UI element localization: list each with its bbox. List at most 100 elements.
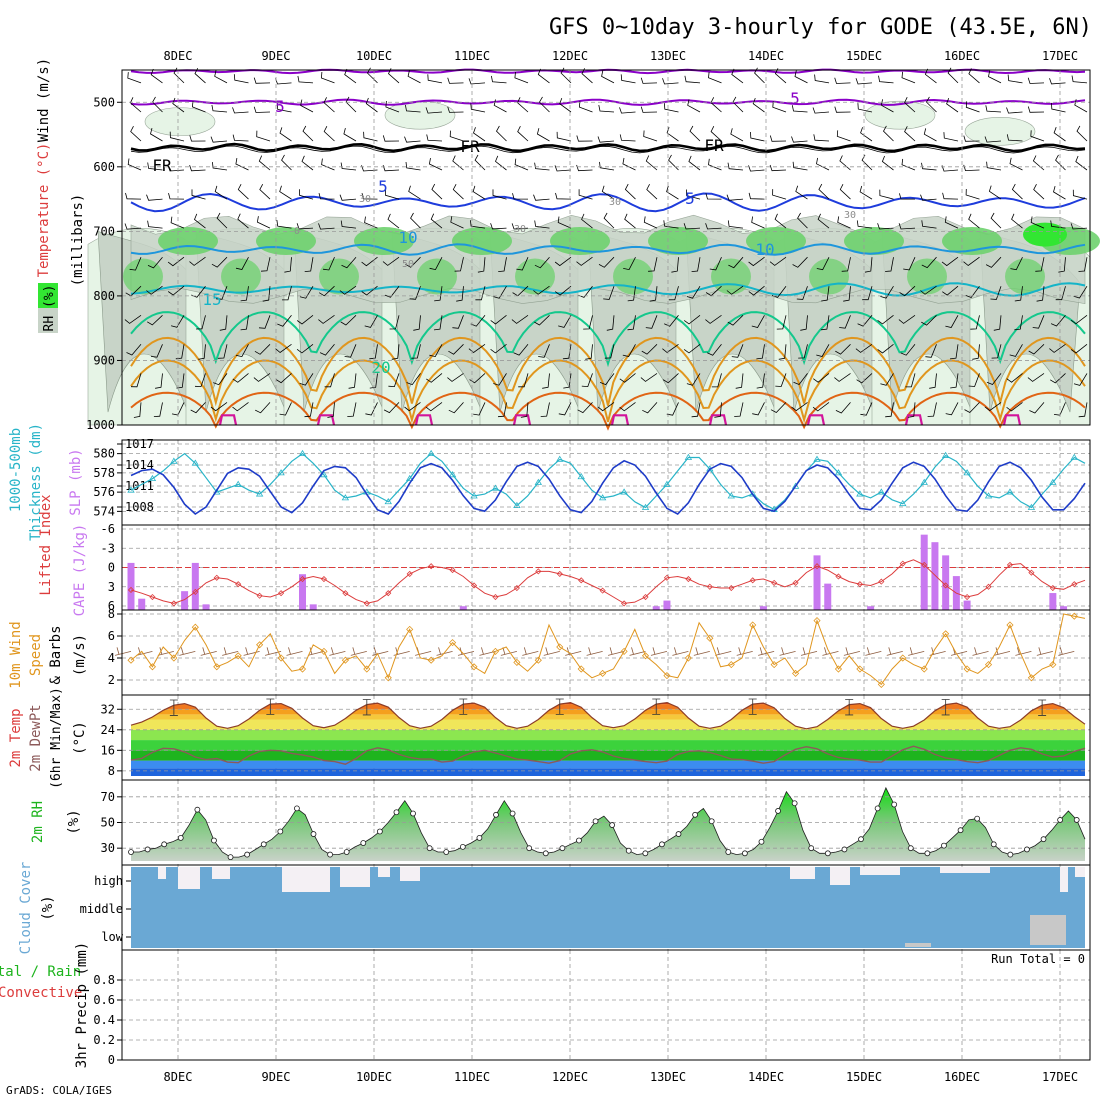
wind-barb (705, 223, 722, 230)
wind-barb (410, 212, 421, 229)
wind-speed-line-point (599, 669, 607, 677)
wind-barb (554, 165, 572, 172)
wind-speed-line-point (899, 654, 907, 662)
wind-barb (364, 216, 378, 229)
date-label-top: 11DEC (454, 49, 490, 63)
cloud-gap (830, 867, 850, 885)
axis-label-barbs: & Barbs (48, 625, 64, 684)
wind-barb (492, 189, 507, 200)
rh-line-point (642, 850, 649, 857)
li-point (470, 582, 478, 589)
wind-barb (232, 373, 249, 383)
wind-barb (921, 256, 937, 269)
wind-barb (856, 373, 873, 384)
surface-wind-barb (607, 647, 625, 656)
thickness-line-point (620, 488, 628, 495)
wind-barb (155, 373, 163, 389)
isotherm-label: 10 (398, 228, 417, 247)
wind-barb (860, 402, 873, 416)
temp-minmax-bar (459, 698, 468, 715)
rh-upper-patch (144, 107, 216, 136)
wind-barb (1070, 314, 1088, 325)
wind-barb (470, 315, 486, 327)
wind-barb (641, 344, 658, 355)
wind-barb (253, 373, 271, 382)
wind-barb (598, 105, 615, 113)
cloud-cover-area (131, 867, 1085, 948)
wind-barb (837, 216, 851, 229)
wind-barb (473, 127, 486, 142)
wind-barb (619, 134, 636, 142)
wind-barb (877, 314, 894, 325)
wind-barb (279, 127, 292, 142)
wind-barb (855, 343, 873, 353)
isotherm-35 (414, 414, 434, 426)
rh-line-point (443, 849, 450, 855)
surface-wind-barb (179, 647, 196, 656)
wind-barb (923, 128, 937, 142)
surface-wind-barb (243, 647, 260, 656)
rh-moist-patch (354, 227, 414, 256)
rh-moist-patch (452, 227, 512, 256)
surface-wind-barb (543, 647, 560, 656)
rh-line-point (692, 811, 699, 818)
wind-barb (663, 220, 679, 229)
wind-barb (468, 78, 486, 85)
wind-barb (1028, 344, 1045, 355)
wind-barb (448, 344, 464, 355)
wind-barb (991, 344, 1002, 359)
wind-speed-line-point (170, 654, 178, 662)
li-point (599, 587, 606, 594)
cloud-gap (158, 867, 166, 879)
axis-label-minmax: (6hr Min/Max) (49, 687, 64, 789)
wind-speed-line-point (513, 658, 521, 666)
cloud-gap (1075, 867, 1085, 877)
wind-barb (920, 194, 937, 201)
isotherm-label: 5 (790, 89, 800, 108)
wind-barb (942, 285, 959, 296)
wind-barb (473, 402, 486, 416)
wind-barb (900, 344, 916, 356)
wind-barb (153, 402, 163, 417)
y-tick: 32 (101, 702, 115, 716)
panel-border-upper (121, 69, 1091, 426)
wind-barb (942, 192, 959, 200)
wind-barb (147, 220, 163, 229)
wind-barb (791, 136, 808, 143)
wind-barb (448, 402, 464, 414)
rh-upper-patch (864, 100, 936, 130)
wind-barb (146, 285, 163, 295)
upper-y-tick: 900 (93, 353, 115, 367)
li-point (235, 581, 242, 588)
wind-barb (361, 192, 378, 200)
rh-line-point (609, 822, 616, 828)
rh-line-point (360, 840, 367, 846)
date-label-bottom: 13DEC (650, 1070, 686, 1084)
temp-minmax-bar (362, 699, 371, 716)
wind-speed-line-point (706, 634, 714, 642)
wind-barb (490, 314, 507, 325)
wind-barb (169, 131, 185, 142)
wind-barb (751, 315, 765, 328)
wind-barb (856, 220, 873, 229)
cape-bar (309, 604, 317, 610)
wind-barb (691, 257, 701, 272)
wind-barb (664, 315, 679, 327)
wind-barb (323, 97, 335, 113)
thickness-line-point (491, 484, 500, 491)
wind-barb (279, 402, 292, 416)
wind-barb (945, 402, 959, 416)
wind-barb (299, 285, 314, 299)
wind-barb (880, 285, 894, 299)
wind-barb (990, 212, 1002, 229)
rh-line-point (708, 818, 715, 825)
wind-barb (880, 373, 894, 386)
y-tick: 0.2 (93, 1033, 115, 1047)
li-point (813, 563, 821, 570)
li-point (363, 600, 370, 607)
isotherm-label: 10 (755, 240, 774, 259)
rh-line-point (924, 850, 931, 857)
isotherm-35 (610, 414, 630, 426)
rh-line-point (990, 841, 997, 848)
rh-moist-patch (319, 258, 359, 295)
